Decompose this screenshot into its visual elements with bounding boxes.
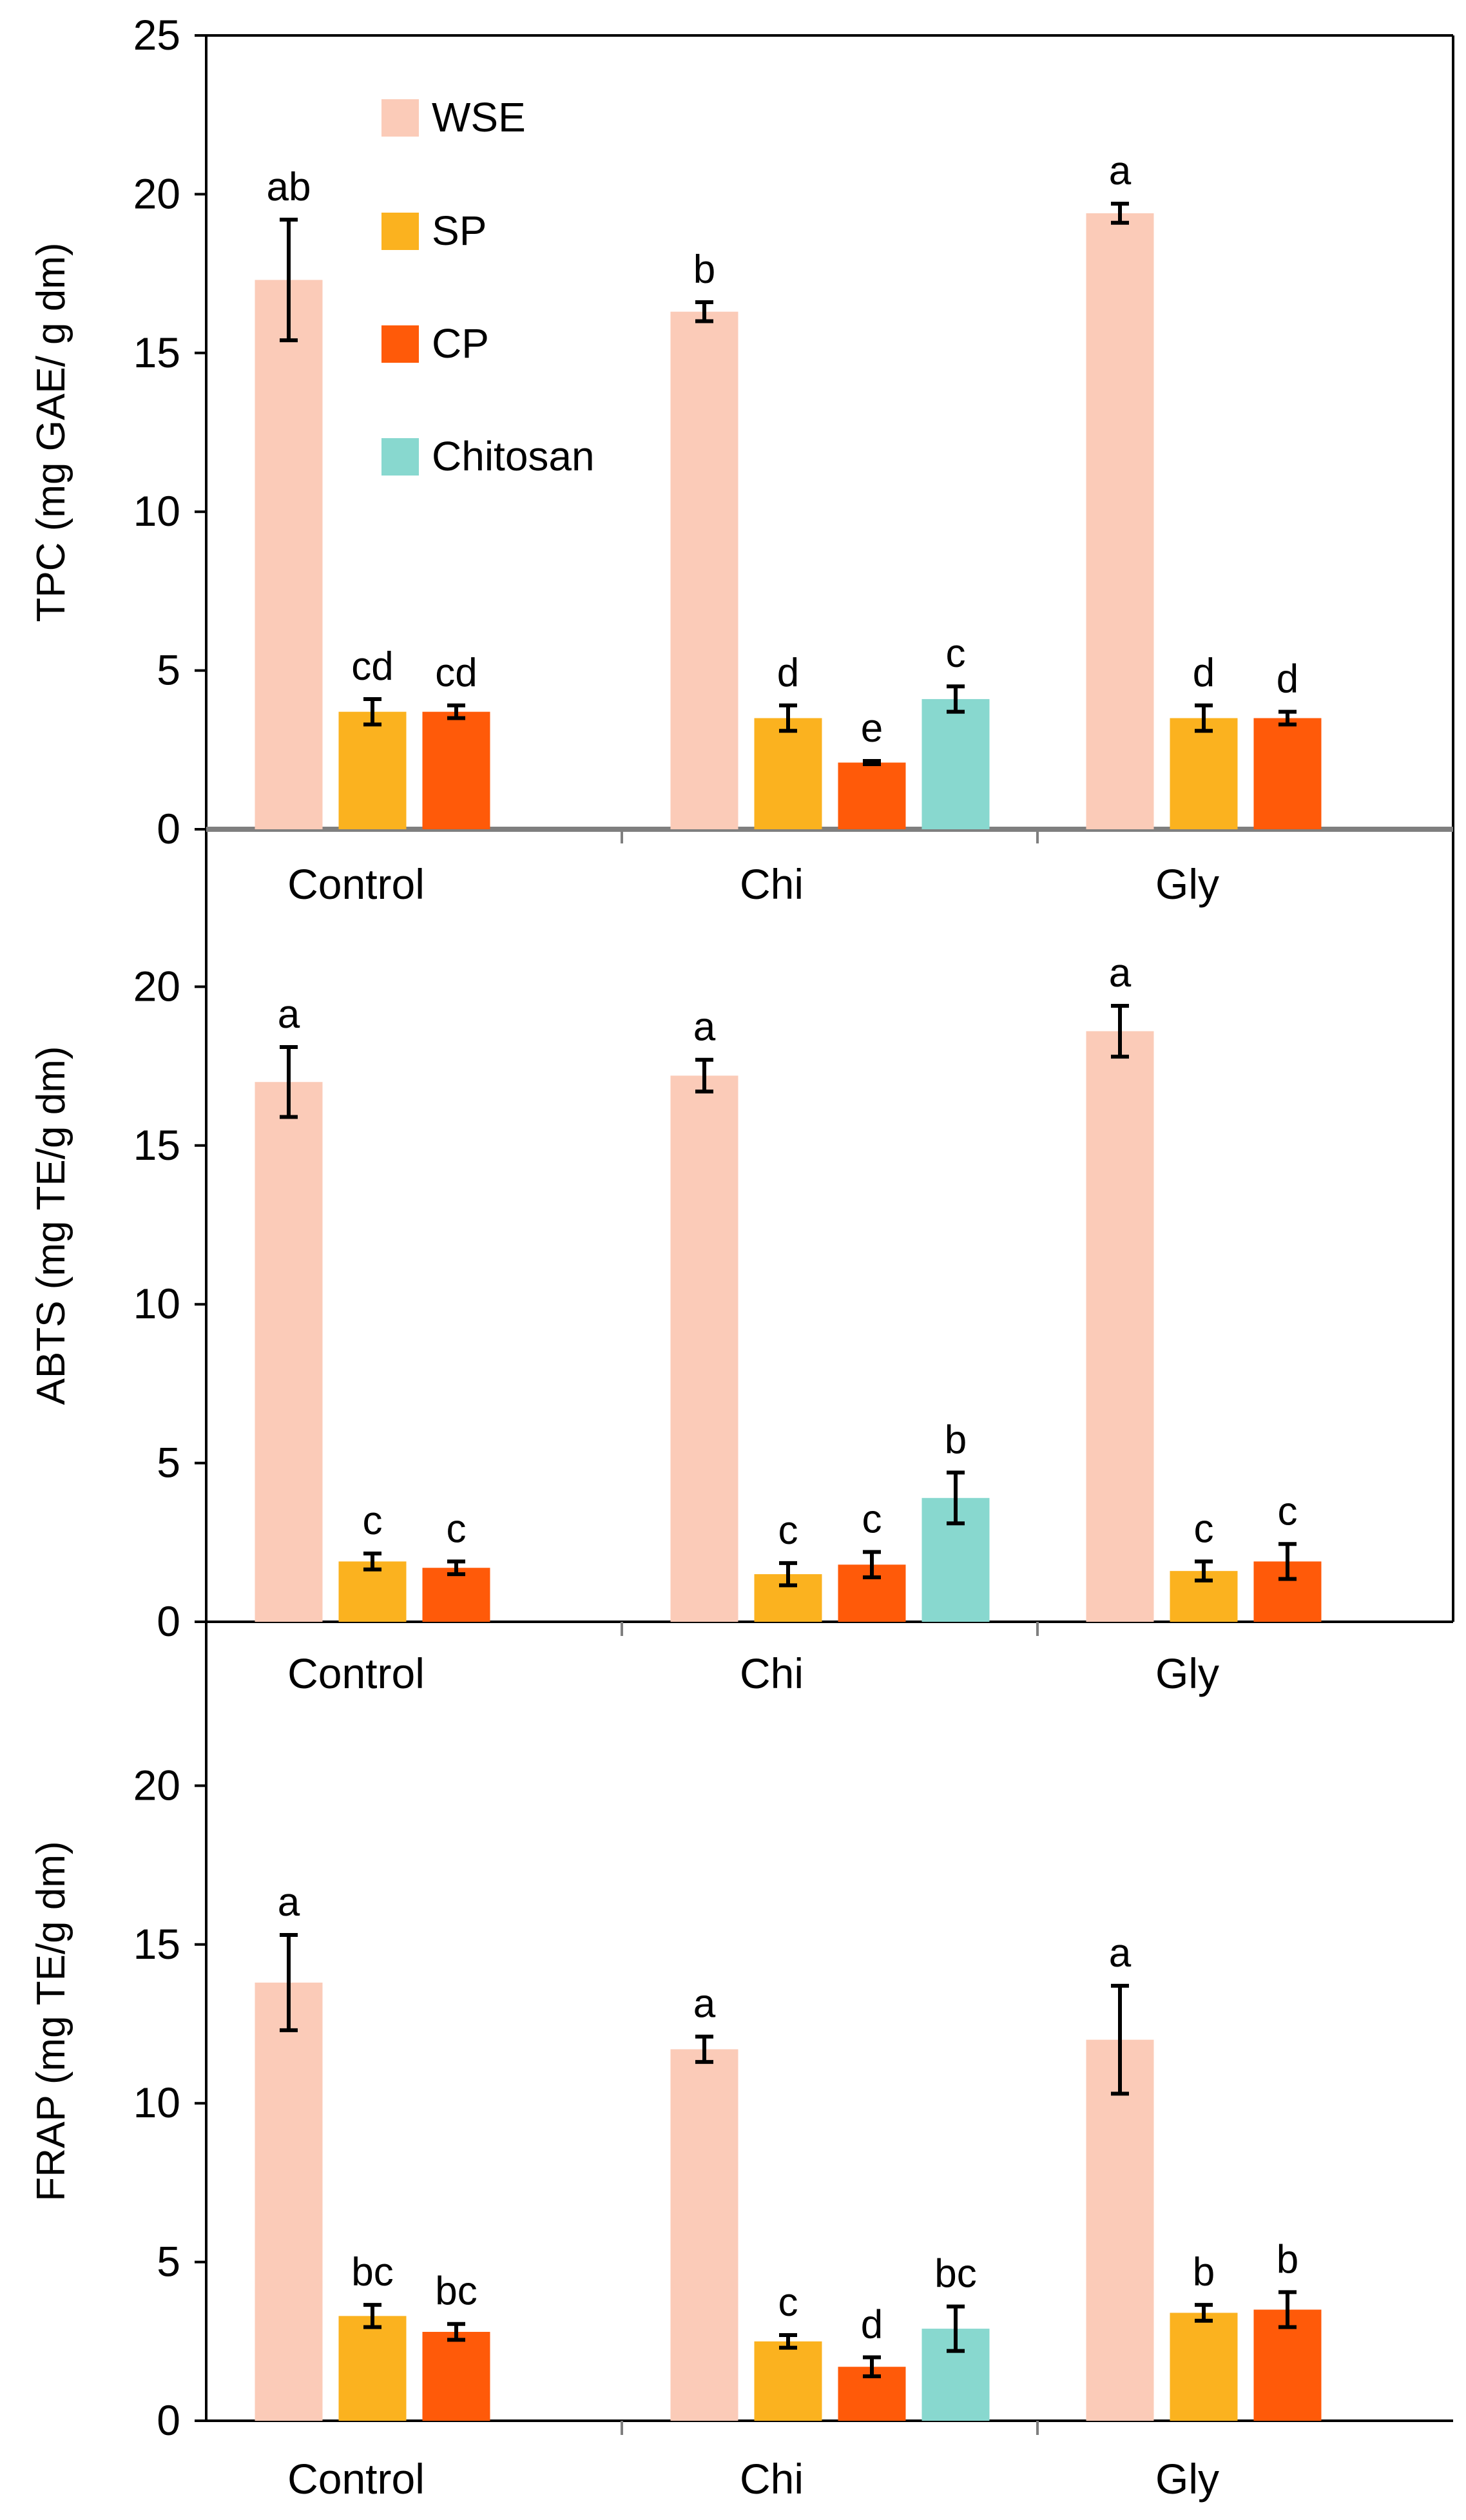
tpc-significance-label: c: [946, 631, 966, 676]
abts-y-tick-label: 5: [157, 1439, 180, 1486]
tpc-significance-label: d: [1277, 657, 1298, 702]
frap-significance-label: bc: [934, 2252, 976, 2296]
tpc-y-tick-label: 0: [157, 805, 180, 852]
tpc-category-label: Control: [287, 860, 425, 908]
frap-y-tick-label: 20: [133, 1761, 180, 1809]
frap-significance-label: a: [693, 1982, 716, 2026]
abts-bar-control-wse: [255, 1082, 323, 1622]
abts-y-tick-label: 15: [133, 1121, 180, 1169]
tpc-bar-control-cp: [422, 711, 490, 829]
frap-y-tick-label: 10: [133, 2079, 180, 2126]
tpc-bar-gly-sp: [1170, 718, 1238, 829]
abts-significance-label: b: [945, 1418, 967, 1462]
tpc-significance-label: b: [693, 247, 715, 292]
tpc-y-tick-label: 25: [133, 11, 180, 59]
abts-category-label: Chi: [740, 1650, 804, 1697]
abts-bar-control-cp: [422, 1568, 490, 1622]
abts-bar-chi-wse: [670, 1075, 738, 1622]
legend-label-cp: CP: [432, 320, 489, 367]
abts-significance-label: c: [363, 1499, 383, 1543]
tpc-y-tick-label: 20: [133, 169, 180, 217]
legend-swatch-chitosan: [381, 438, 419, 476]
abts-category-label: Control: [287, 1650, 425, 1697]
frap-bar-gly-sp: [1170, 2313, 1238, 2421]
frap-significance-label: bc: [351, 2250, 393, 2294]
tpc-significance-label: a: [1109, 149, 1132, 193]
abts-bar-control-sp: [338, 1561, 407, 1622]
frap-category-label: Chi: [740, 2455, 804, 2503]
legend-swatch-cp: [381, 325, 419, 363]
abts-significance-label: a: [278, 992, 300, 1037]
frap-y-tick-label: 0: [157, 2396, 180, 2444]
tpc-bar-gly-wse: [1086, 213, 1154, 829]
frap-bar-chi-wse: [670, 2049, 738, 2421]
tpc-significance-label: cd: [351, 644, 393, 689]
frap-significance-label: a: [278, 1880, 300, 1925]
frap-bar-gly-wse: [1086, 2039, 1154, 2421]
tpc-significance-label: e: [861, 706, 883, 751]
abts-bar-gly-wse: [1086, 1031, 1154, 1622]
tpc-y-axis-title: TPC (mg GAE/ g dm): [29, 242, 73, 622]
frap-y-axis-title: FRAP (mg TE/g dm): [29, 1841, 73, 2201]
tpc-y-tick-label: 15: [133, 329, 180, 376]
abts-significance-label: c: [1278, 1489, 1298, 1534]
abts-significance-label: c: [447, 1506, 467, 1551]
abts-significance-label: c: [1194, 1506, 1214, 1551]
tpc-bar-gly-cp: [1253, 718, 1322, 829]
tpc-y-tick-label: 5: [157, 646, 180, 694]
tpc-bar-chi-sp: [754, 718, 822, 829]
frap-bar-control-wse: [255, 1982, 323, 2421]
frap-y-tick-label: 5: [157, 2238, 180, 2285]
frap-bar-chi-sp: [754, 2341, 822, 2421]
legend-label-wse: WSE: [432, 94, 526, 140]
abts-y-tick-label: 0: [157, 1597, 180, 1645]
frap-bar-control-cp: [422, 2332, 490, 2421]
abts-significance-label: a: [1109, 951, 1132, 995]
tpc-bar-chi-chitosan: [921, 698, 990, 829]
tpc-bar-chi-wse: [670, 311, 738, 830]
tpc-bar-control-sp: [338, 711, 407, 829]
tpc-significance-label: d: [1193, 651, 1215, 695]
abts-significance-label: c: [862, 1497, 882, 1542]
legend-label-sp: SP: [432, 207, 487, 254]
legend-label-chitosan: Chitosan: [432, 433, 595, 479]
tpc-significance-label: d: [777, 651, 799, 695]
tpc-category-label: Chi: [740, 860, 804, 908]
tpc-bar-chi-cp: [838, 762, 906, 829]
tpc-bar-control-wse: [255, 280, 323, 829]
abts-y-axis-title: ABTS (mg TE/g dm): [29, 1046, 73, 1405]
frap-bar-control-sp: [338, 2316, 407, 2421]
tpc-category-label: Gly: [1155, 860, 1219, 908]
abts-significance-label: a: [693, 1005, 716, 1050]
frap-category-label: Gly: [1155, 2455, 1219, 2503]
tpc-significance-label: ab: [267, 165, 311, 209]
abts-category-label: Gly: [1155, 1650, 1219, 1697]
abts-y-tick-label: 20: [133, 962, 180, 1010]
frap-significance-label: d: [861, 2302, 883, 2347]
frap-y-tick-label: 15: [133, 1920, 180, 1968]
frap-significance-label: b: [1193, 2250, 1215, 2294]
legend-swatch-wse: [381, 99, 419, 137]
frap-significance-label: bc: [435, 2269, 477, 2314]
abts-y-tick-label: 10: [133, 1280, 180, 1327]
abts-significance-label: c: [778, 1508, 798, 1553]
frap-significance-label: c: [778, 2280, 798, 2325]
frap-significance-label: a: [1109, 1931, 1132, 1976]
frap-significance-label: b: [1277, 2237, 1298, 2282]
frap-category-label: Control: [287, 2455, 425, 2503]
tpc-significance-label: cd: [435, 651, 477, 695]
legend-swatch-sp: [381, 213, 419, 250]
tpc-y-tick-label: 10: [133, 487, 180, 535]
